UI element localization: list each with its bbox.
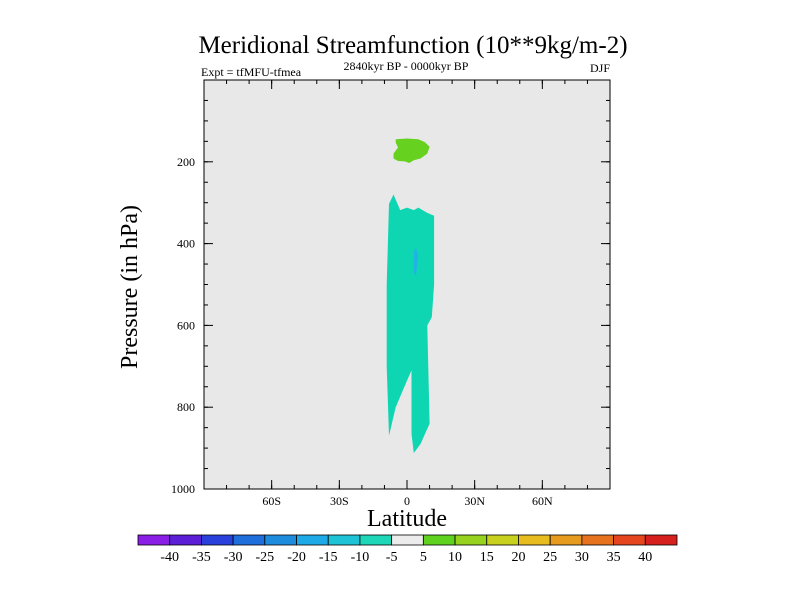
colorbar-box (581, 534, 614, 546)
y-tick-label: 400 (177, 237, 195, 251)
colorbar-box (486, 534, 519, 546)
y-tick-label: 600 (177, 318, 195, 332)
colorbar-label: -5 (386, 550, 398, 565)
x-tick-label: 0 (404, 494, 410, 508)
x-axis-label: Latitude (367, 506, 447, 532)
colorbar-box (232, 534, 266, 546)
x-tick-label: 60N (532, 494, 553, 508)
colorbar-label: 5 (420, 550, 427, 565)
colorbar-box (454, 534, 488, 546)
colorbar-label: 35 (607, 550, 621, 565)
y-tick-label: 200 (177, 155, 195, 169)
y-axis: 200 400 600 800 1000 (171, 99, 610, 496)
colorbar-box (391, 534, 424, 546)
y-tick-label: 1000 (171, 482, 195, 496)
colorbar-box (201, 534, 234, 546)
contour-negative-core (413, 247, 419, 277)
contour-positive-cell (393, 138, 430, 163)
colorbar-label: -20 (287, 550, 306, 565)
colorbar-box (296, 534, 329, 546)
chart-title: Meridional Streamfunction (10**9kg/m-2) (198, 32, 627, 59)
y-tick-label: 800 (177, 400, 195, 414)
colorbar-box (137, 534, 171, 546)
colorbar-box (359, 534, 393, 546)
colorbar-box (613, 534, 646, 546)
colorbar-label: 30 (575, 550, 589, 565)
period-label: 2840kyr BP - 0000kyr BP (344, 59, 469, 73)
colorbar-label: -25 (255, 550, 274, 565)
y-axis-label: Pressure (in hPa) (117, 205, 143, 369)
colorbar-label: 20 (511, 550, 525, 565)
colorbar-box (518, 534, 551, 546)
colorbar-label: -40 (160, 550, 179, 565)
colorbar-label: -10 (351, 550, 370, 565)
x-tick-label: 30S (330, 494, 349, 508)
colorbar-label: -35 (192, 550, 211, 565)
season-label: DJF (590, 61, 610, 75)
x-tick-label: 30N (464, 494, 485, 508)
x-axis: 60S 30S 0 30N 60N (226, 80, 588, 508)
colorbar-label: -30 (224, 550, 243, 565)
experiment-label: Expt = tfMFU-tfmea (201, 65, 302, 79)
colorbar-label: 40 (638, 550, 652, 565)
x-tick-label: 60S (262, 494, 281, 508)
colorbar-label: 10 (448, 550, 462, 565)
colorbar-label: 25 (543, 550, 557, 565)
colorbar-box (327, 534, 361, 546)
colorbar-box (264, 534, 297, 546)
colorbar-label: -15 (319, 550, 338, 565)
colorbar-label: 15 (480, 550, 494, 565)
colorbar: -40 -35 -30 -25 -20 -15 -10 -5 5 10 15 20 25 30 35 40 (137, 534, 678, 565)
contour-regions (386, 138, 435, 453)
colorbar-box (549, 534, 583, 546)
colorbar-box (644, 534, 678, 546)
colorbar-box (422, 534, 456, 546)
colorbar-box (169, 534, 202, 546)
contour-negative-cell (386, 194, 435, 453)
